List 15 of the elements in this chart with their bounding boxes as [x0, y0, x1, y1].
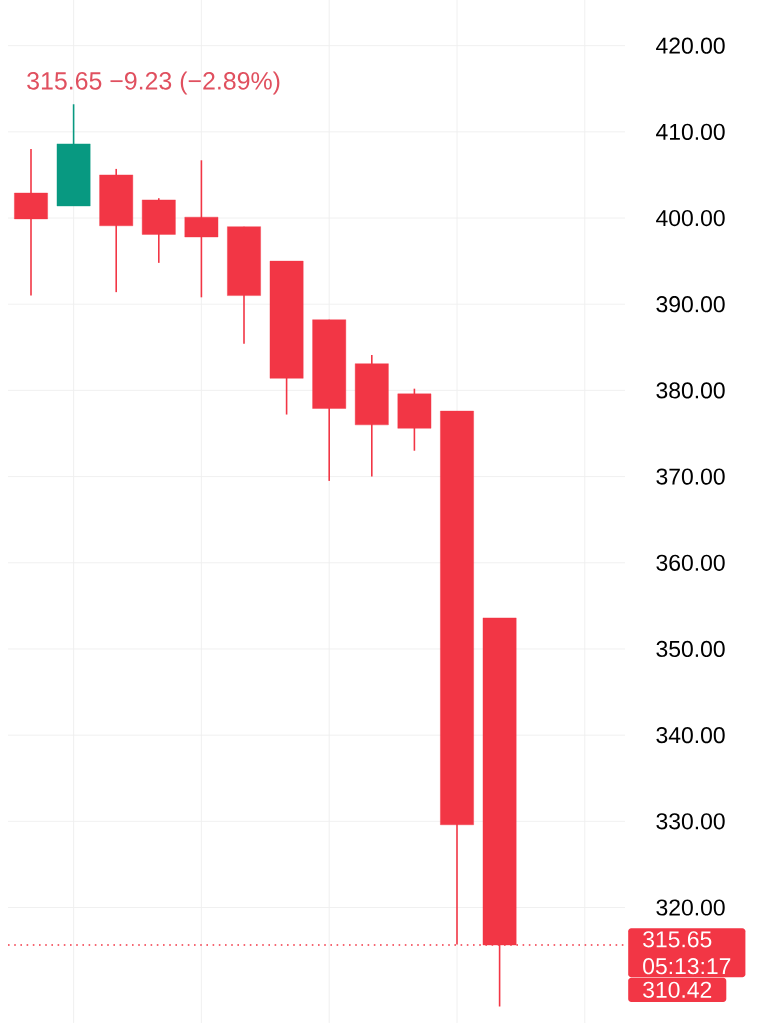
text: 310.42 [643, 981, 712, 998]
ref-line-label: 315.65 [643, 931, 712, 948]
y-tick-label: 330.00 [656, 813, 725, 830]
y-tick-label: 380.00 [656, 382, 725, 399]
text: 05:13:17 [643, 958, 731, 975]
y-tick-label: 350.00 [656, 640, 725, 658]
y-tick-label: 400.00 [656, 209, 725, 227]
y-tick-label: 410.00 [656, 123, 725, 140]
y-tick-label: 370.00 [656, 468, 725, 485]
y-tick-label: 360.00 [656, 554, 725, 571]
y-tick-label: 320.00 [656, 899, 725, 916]
y-tick-label: 340.00 [656, 727, 725, 744]
y-tick-label: 390.00 [656, 296, 725, 313]
y-tick-label: 420.00 [656, 37, 725, 54]
text: 315.65 −9.23 (−2.89%) [27, 71, 280, 95]
